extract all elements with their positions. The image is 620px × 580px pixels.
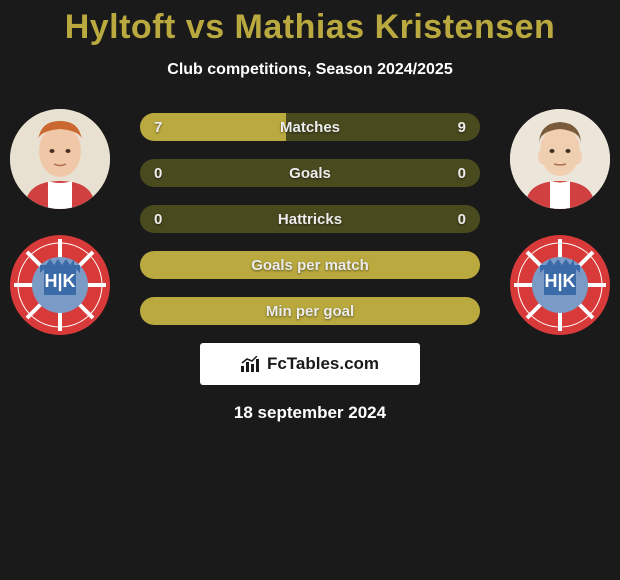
stat-label: Goals per match xyxy=(140,251,480,279)
stat-row: Min per goal xyxy=(140,297,480,325)
stat-row: 79Matches xyxy=(140,113,480,141)
club-right-badge: H|K xyxy=(510,235,610,335)
comparison-subtitle: Club competitions, Season 2024/2025 xyxy=(0,61,620,79)
stat-row: 00Hattricks xyxy=(140,205,480,233)
chart-icon xyxy=(241,356,261,372)
club-left-badge: H|K xyxy=(10,235,110,335)
comparison-date: 18 september 2024 xyxy=(0,403,620,423)
stat-row: 00Goals xyxy=(140,159,480,187)
svg-text:H|K: H|K xyxy=(544,271,575,291)
stat-label: Min per goal xyxy=(140,297,480,325)
branding-box: FcTables.com xyxy=(200,343,420,385)
comparison-title: Hyltoft vs Mathias Kristensen xyxy=(0,0,620,47)
stat-label: Hattricks xyxy=(140,205,480,233)
stat-label: Matches xyxy=(140,113,480,141)
svg-text:H|K: H|K xyxy=(44,271,75,291)
player-right-avatar xyxy=(510,109,610,209)
branding-text: FcTables.com xyxy=(267,354,379,374)
stat-bars: 79Matches 00Goals 00Hattricks Goals per mat… xyxy=(140,109,480,325)
comparison-content: H|K H|K 79Matches00Goals00HattricksGoa xyxy=(0,109,620,423)
stat-label: Goals xyxy=(140,159,480,187)
stat-row: Goals per match xyxy=(140,251,480,279)
player-left-avatar xyxy=(10,109,110,209)
